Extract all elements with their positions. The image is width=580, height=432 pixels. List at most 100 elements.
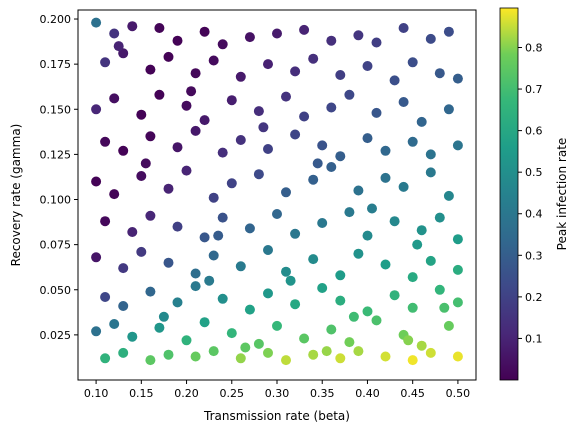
data-point bbox=[118, 263, 129, 274]
data-point bbox=[127, 331, 138, 342]
data-point bbox=[362, 306, 373, 317]
data-point bbox=[398, 97, 409, 107]
data-point bbox=[317, 140, 328, 151]
data-point bbox=[362, 133, 373, 144]
data-point bbox=[335, 151, 346, 162]
data-point bbox=[100, 57, 111, 68]
data-point bbox=[425, 33, 436, 44]
data-point bbox=[208, 55, 219, 66]
data-point bbox=[235, 135, 246, 145]
y-axis-label: Recovery rate (gamma) bbox=[9, 124, 23, 267]
x-tick-label: 0.40 bbox=[355, 387, 380, 400]
data-point bbox=[380, 145, 391, 156]
colorbar-tick-label: 0.5 bbox=[525, 166, 543, 179]
data-point bbox=[389, 75, 400, 86]
data-point bbox=[172, 35, 183, 46]
data-point bbox=[118, 301, 129, 311]
y-tick-label: 0.050 bbox=[40, 284, 72, 297]
data-point bbox=[321, 346, 332, 357]
data-point bbox=[380, 351, 391, 362]
colorbar-tick-label: 0.7 bbox=[525, 83, 543, 96]
data-point bbox=[118, 145, 129, 156]
data-point bbox=[443, 320, 454, 331]
data-point bbox=[154, 23, 165, 33]
data-point bbox=[226, 95, 237, 106]
data-point bbox=[263, 144, 273, 154]
x-tick-label: 0.45 bbox=[400, 387, 425, 400]
colorbar-tick-label: 0.2 bbox=[525, 291, 543, 304]
data-point bbox=[217, 147, 228, 158]
data-point bbox=[281, 355, 291, 366]
data-point bbox=[190, 125, 201, 136]
data-point bbox=[317, 218, 328, 228]
data-point bbox=[208, 192, 219, 203]
data-point bbox=[299, 24, 310, 35]
data-point bbox=[145, 286, 156, 297]
y-tick-label: 0.075 bbox=[40, 239, 72, 252]
data-point bbox=[353, 346, 364, 357]
data-point bbox=[263, 245, 273, 255]
data-point bbox=[140, 158, 151, 169]
data-point bbox=[213, 230, 224, 241]
data-point bbox=[186, 86, 197, 97]
colorbar-ticks: 0.1 0.2 0.3 0.4 0.5 0.6 0.7 0.8 bbox=[518, 41, 543, 345]
data-point bbox=[281, 91, 291, 102]
data-point bbox=[344, 337, 355, 348]
data-point bbox=[416, 225, 427, 236]
data-point bbox=[416, 116, 427, 127]
data-point bbox=[353, 248, 364, 259]
data-point bbox=[452, 351, 463, 362]
data-point bbox=[217, 212, 228, 223]
data-point bbox=[443, 190, 454, 201]
data-point bbox=[425, 167, 436, 178]
y-tick-label: 0.100 bbox=[40, 194, 72, 207]
y-tick-label: 0.125 bbox=[40, 148, 72, 161]
data-point bbox=[371, 315, 382, 326]
data-point bbox=[172, 297, 183, 308]
colorbar-tick-label: 0.1 bbox=[525, 332, 543, 345]
x-tick-label: 0.30 bbox=[265, 387, 290, 400]
data-point bbox=[452, 297, 463, 308]
data-point bbox=[145, 355, 156, 366]
data-point bbox=[452, 264, 463, 275]
data-point bbox=[217, 39, 228, 50]
data-point bbox=[443, 104, 454, 115]
data-point bbox=[272, 320, 282, 331]
data-point bbox=[326, 162, 337, 172]
data-point bbox=[281, 266, 291, 277]
data-point bbox=[181, 100, 192, 111]
data-point bbox=[326, 102, 337, 113]
data-point bbox=[398, 181, 409, 192]
data-point bbox=[416, 340, 427, 351]
data-point bbox=[380, 259, 391, 270]
data-point bbox=[253, 338, 264, 349]
data-point bbox=[240, 342, 251, 353]
data-point bbox=[109, 93, 120, 104]
x-tick-label: 0.25 bbox=[220, 387, 245, 400]
data-point bbox=[335, 295, 346, 306]
data-point bbox=[317, 283, 328, 293]
y-tick-label: 0.200 bbox=[40, 13, 72, 26]
data-point bbox=[299, 111, 310, 122]
data-point bbox=[118, 347, 129, 358]
data-point bbox=[371, 37, 382, 48]
data-point bbox=[163, 183, 174, 194]
colorbar-tick-label: 0.3 bbox=[525, 249, 543, 262]
data-point bbox=[136, 246, 147, 257]
data-point bbox=[290, 129, 301, 140]
data-point bbox=[190, 351, 201, 362]
data-point bbox=[136, 109, 147, 120]
y-axis-ticks: 0.025 0.050 0.075 0.100 0.125 0.150 0.175 0.200 bbox=[40, 13, 78, 342]
colorbar-tick-label: 0.8 bbox=[525, 41, 543, 54]
data-point bbox=[190, 268, 201, 279]
data-point bbox=[235, 71, 246, 82]
data-point bbox=[389, 290, 400, 301]
data-point bbox=[109, 319, 120, 329]
data-point bbox=[348, 311, 359, 322]
x-tick-label: 0.10 bbox=[84, 387, 109, 400]
y-tick-label: 0.025 bbox=[40, 329, 72, 342]
data-point bbox=[326, 324, 337, 335]
data-point bbox=[154, 89, 165, 100]
data-point bbox=[208, 250, 219, 261]
